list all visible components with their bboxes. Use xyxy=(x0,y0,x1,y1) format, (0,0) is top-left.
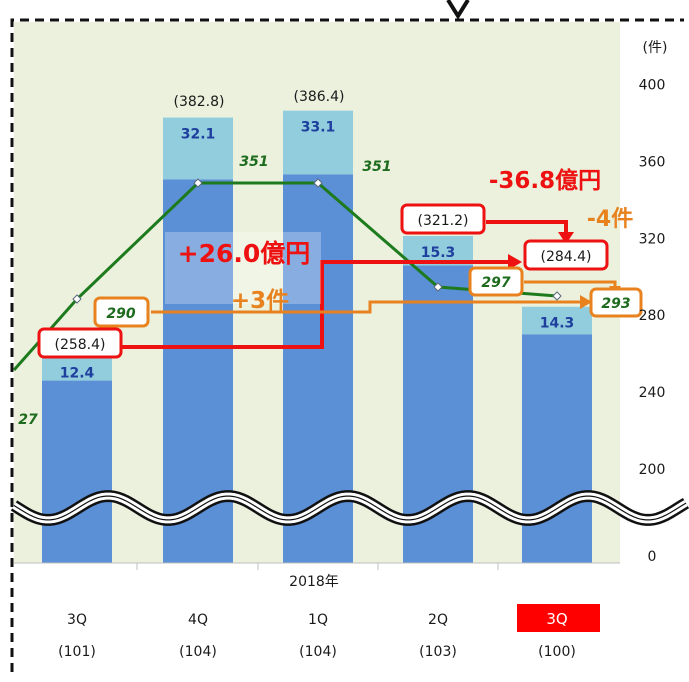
category-label: 3Q xyxy=(546,610,567,628)
y-tick-label: 360 xyxy=(639,154,666,170)
top-segment-label: 33.1 xyxy=(301,120,336,136)
category-label: 4Q xyxy=(188,612,208,628)
current-quarter-highlight xyxy=(517,604,600,632)
yoy-count-label: +3件 xyxy=(231,288,289,314)
year-label: 2018年 xyxy=(289,574,339,590)
count-label: 351 xyxy=(239,154,268,170)
arrow-head-icon xyxy=(580,295,592,309)
total-label: (382.8) xyxy=(173,94,224,110)
ref-count-box xyxy=(93,296,150,328)
qoq-amount-label: -36.8億円 xyxy=(489,167,601,194)
count-marker xyxy=(72,294,82,304)
category-label: 3Q xyxy=(67,612,87,628)
bar-top-segment xyxy=(283,110,353,175)
bar-base xyxy=(522,334,592,563)
qoq-amount-arrow xyxy=(486,220,568,236)
y-unit-label: (件) xyxy=(643,40,668,56)
total-label: (284.4) xyxy=(540,249,591,265)
count-label: 297 xyxy=(481,275,510,291)
bar-top-segment xyxy=(522,306,592,335)
dashed-frame xyxy=(10,18,684,672)
y-tick-label: 200 xyxy=(639,462,666,478)
total-label: (321.2) xyxy=(417,213,468,229)
category-sublabel: (104) xyxy=(299,644,337,660)
y-tick-label: 240 xyxy=(639,385,666,401)
category-sublabel: (100) xyxy=(538,644,576,660)
total-label-box xyxy=(523,239,609,271)
category-sublabel: (104) xyxy=(179,644,217,660)
top-segment-label: 12.4 xyxy=(60,366,95,382)
total-label-box xyxy=(37,327,123,359)
y-tick-label: 0 xyxy=(648,549,657,565)
bar-base xyxy=(42,380,112,563)
category-label: 2Q xyxy=(428,612,448,628)
category-label: 1Q xyxy=(308,612,328,628)
y-tick-label: 280 xyxy=(639,308,666,324)
count-label: 351 xyxy=(362,159,391,175)
count-marker xyxy=(193,178,203,188)
total-label-box xyxy=(400,203,486,235)
yoy-amount-arrow xyxy=(122,260,512,349)
count-series-line xyxy=(12,181,558,371)
bar-top-segment xyxy=(163,117,233,180)
yoy-amount-label: +26.0億円 xyxy=(178,239,311,268)
count-label: 293 xyxy=(601,296,630,312)
arrow-head-icon xyxy=(508,254,522,270)
count-marker xyxy=(313,178,323,188)
y-tick-label: 400 xyxy=(639,78,666,94)
axis-break-line xyxy=(13,495,687,521)
qoq-count-label: -4件 xyxy=(587,207,633,232)
category-sublabel: (103) xyxy=(419,644,457,660)
arrow-head-icon xyxy=(558,232,574,244)
count-marker xyxy=(433,282,443,292)
ref-count-label: 290 xyxy=(106,306,135,322)
top-segment-label: 15.3 xyxy=(421,245,456,261)
count-label-box xyxy=(589,287,643,318)
total-label: (386.4) xyxy=(293,89,344,105)
count-label: 27 xyxy=(18,412,38,428)
annotation-backdrop xyxy=(165,232,321,304)
category-sublabel: (101) xyxy=(58,644,96,660)
count-marker xyxy=(552,291,562,301)
y-tick-label: 320 xyxy=(639,231,666,247)
yoy-count-arrow xyxy=(151,300,582,314)
down-arrow-icon xyxy=(446,0,470,20)
top-segment-label: 32.1 xyxy=(181,127,216,143)
count-label-box xyxy=(468,266,524,297)
total-label: (258.4) xyxy=(54,337,105,353)
bar-top-segment xyxy=(42,356,112,381)
top-segment-label: 14.3 xyxy=(540,316,575,332)
